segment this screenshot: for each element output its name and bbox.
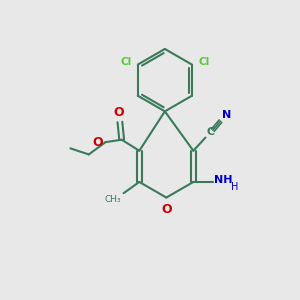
Text: C: C bbox=[206, 127, 214, 137]
Text: H: H bbox=[231, 182, 238, 192]
Text: O: O bbox=[113, 106, 124, 119]
Text: NH: NH bbox=[214, 176, 233, 185]
Text: O: O bbox=[161, 203, 172, 216]
Text: Cl: Cl bbox=[120, 57, 131, 67]
Text: N: N bbox=[222, 110, 231, 120]
Text: O: O bbox=[92, 136, 103, 148]
Text: CH₃: CH₃ bbox=[104, 195, 121, 204]
Text: Cl: Cl bbox=[198, 57, 210, 67]
